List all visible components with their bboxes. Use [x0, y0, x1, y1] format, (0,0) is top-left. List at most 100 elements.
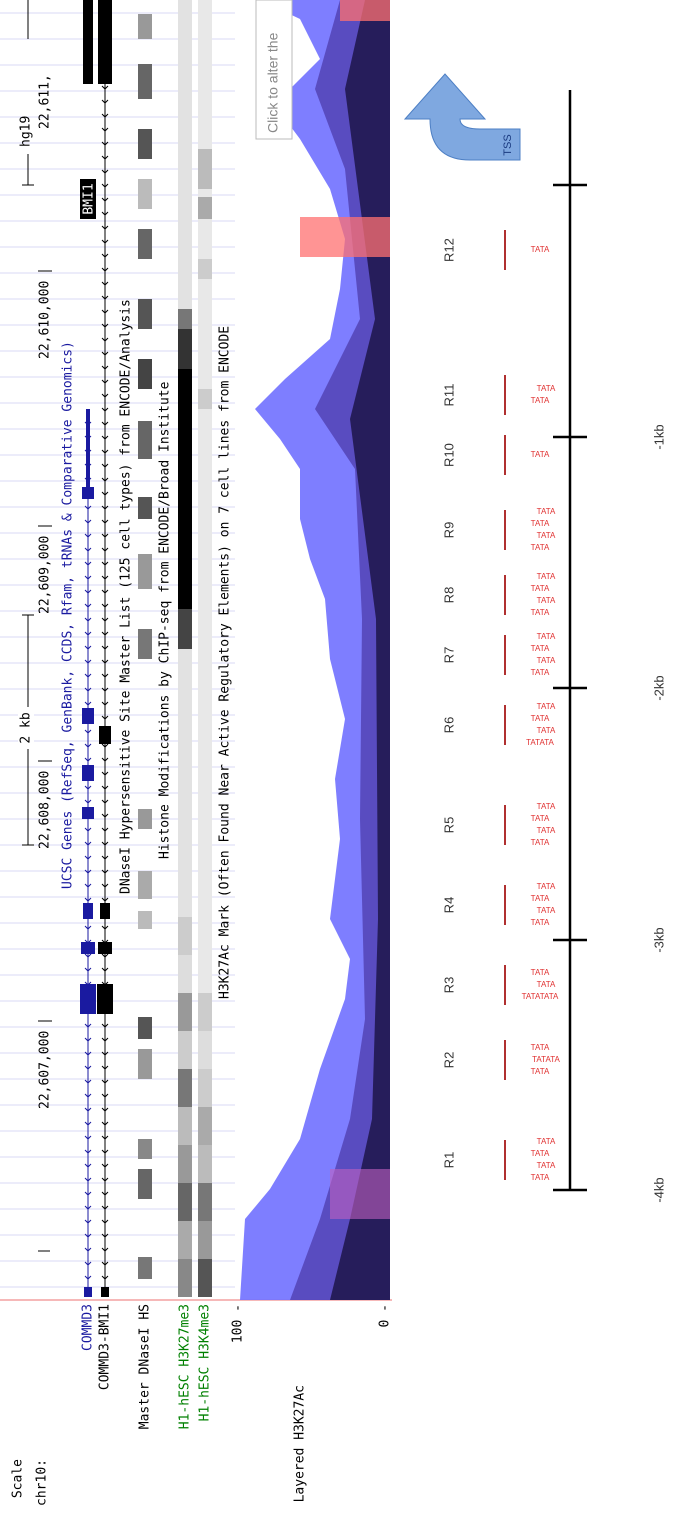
coordinate-label: 22,607,000: [38, 1031, 53, 1109]
track-title: DNaseI Hypersensitive Site Master List (…: [119, 299, 134, 894]
heat-cell: [198, 0, 212, 993]
dnase-block: [138, 421, 152, 459]
tata-label: TATA: [537, 596, 556, 605]
exon: [99, 726, 111, 744]
track-label: COMMD3-BMI1: [98, 1304, 113, 1390]
heat-cell: [198, 1221, 212, 1259]
dnase-block: [138, 229, 152, 259]
region-label: R6: [441, 717, 456, 734]
distance-label: -1kb: [651, 424, 666, 449]
tata-label: TATA: [531, 814, 550, 823]
tata-label: TATA: [531, 918, 550, 927]
chrom-label: chr10:: [35, 1459, 50, 1506]
dnase-block: [138, 129, 152, 159]
track-label: COMMD3: [81, 1304, 96, 1351]
scale-label: Scale: [11, 1459, 26, 1498]
signal-area: [340, 0, 390, 21]
tata-label: TATA: [531, 584, 550, 593]
axis-max-label: 100 -: [231, 1304, 246, 1343]
tata-label: TATA: [537, 572, 556, 581]
exon: [82, 765, 94, 781]
dnase-block: [138, 299, 152, 329]
dnase-block: [138, 1257, 152, 1279]
tata-label: TATA: [537, 726, 556, 735]
tata-label: TATA: [531, 1149, 550, 1158]
heat-cell: [198, 389, 212, 409]
heat-cell: [178, 1031, 192, 1069]
tata-label: TATATA: [532, 1055, 560, 1064]
tata-label: TATA: [531, 1173, 550, 1182]
region-label: R5: [441, 817, 456, 834]
tata-label: TATA: [537, 531, 556, 540]
tata-label: TATA: [531, 396, 550, 405]
exon: [80, 984, 96, 1014]
dnase-block: [138, 809, 152, 829]
dnase-block: [138, 64, 152, 99]
tata-label: TATA: [531, 1067, 550, 1076]
dnase-block: [138, 1017, 152, 1039]
heat-cell: [198, 1259, 212, 1297]
dnase-block: [138, 554, 152, 589]
exon: [83, 0, 93, 84]
exon: [84, 1287, 92, 1297]
tss-label: TSS: [502, 134, 514, 155]
exon: [82, 708, 94, 724]
tata-label: TATA: [531, 608, 550, 617]
track-title: Histone Modifications by ChIP-seq from E…: [158, 381, 173, 859]
tata-label: TATA: [531, 450, 550, 459]
heat-cell: [178, 329, 192, 369]
signal-area: [300, 217, 390, 257]
heat-cell: [198, 1145, 212, 1183]
dnase-block: [138, 359, 152, 389]
dnase-block: [138, 497, 152, 519]
signal-area: [330, 1169, 390, 1219]
assembly-label: hg19: [19, 116, 34, 147]
heat-cell: [178, 609, 192, 649]
exon: [97, 984, 113, 1014]
region-label: R12: [441, 238, 456, 262]
tata-label: TATA: [531, 894, 550, 903]
dnase-block: [138, 1169, 152, 1199]
region-label: R9: [441, 522, 456, 539]
coordinate-label: 22,608,000: [38, 771, 53, 849]
tata-label: TATA: [537, 384, 556, 393]
dnase-block: [138, 1139, 152, 1159]
region-label: R4: [441, 897, 456, 914]
gene-label: BMI1: [82, 183, 97, 214]
region-label: R8: [441, 587, 456, 604]
dnase-block: [138, 629, 152, 659]
dnase-block: [138, 911, 152, 929]
exon: [81, 942, 95, 954]
coordinate-label: 22,611,: [38, 74, 53, 129]
tata-label: TATA: [537, 507, 556, 516]
exon: [98, 942, 112, 954]
exon: [82, 807, 94, 819]
region-label: R10: [441, 443, 456, 467]
tata-label: TATA: [531, 1043, 550, 1052]
exon: [101, 1287, 109, 1297]
tata-label: TATA: [537, 802, 556, 811]
heat-cell: [178, 955, 192, 993]
dnase-block: [138, 871, 152, 899]
distance-label: -3kb: [651, 927, 666, 952]
heat-cell: [198, 149, 212, 189]
track-label: Master DNaseI HS: [138, 1304, 153, 1429]
region-label: R3: [441, 977, 456, 994]
rotated-view: Scale chr10: COMMD3 COMMD3-BMI1 Master D…: [0, 0, 673, 1519]
dnase-block: [138, 179, 152, 209]
tata-label: TATA: [531, 543, 550, 552]
tata-label: TATA: [531, 519, 550, 528]
region-label: R2: [441, 1052, 456, 1069]
tata-label: TATA: [537, 1137, 556, 1146]
heat-cell: [198, 197, 212, 219]
region-label: R1: [441, 1152, 456, 1169]
track-label: Layered H3K27Ac: [293, 1385, 308, 1502]
tata-label: TATA: [531, 968, 550, 977]
exon: [98, 0, 112, 84]
heat-cell: [198, 1069, 212, 1107]
exon: [83, 903, 93, 919]
scale-bar-label: 2 kb: [19, 712, 34, 743]
heat-cell: [178, 1221, 192, 1259]
tata-label: TATATATA: [522, 992, 559, 1001]
track-title: H3K27Ac Mark (Often Found Near Active Re…: [218, 326, 233, 999]
